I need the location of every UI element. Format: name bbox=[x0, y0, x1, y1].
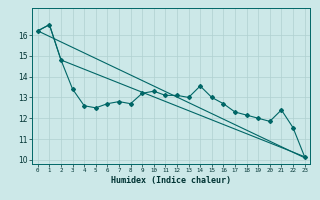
X-axis label: Humidex (Indice chaleur): Humidex (Indice chaleur) bbox=[111, 176, 231, 185]
